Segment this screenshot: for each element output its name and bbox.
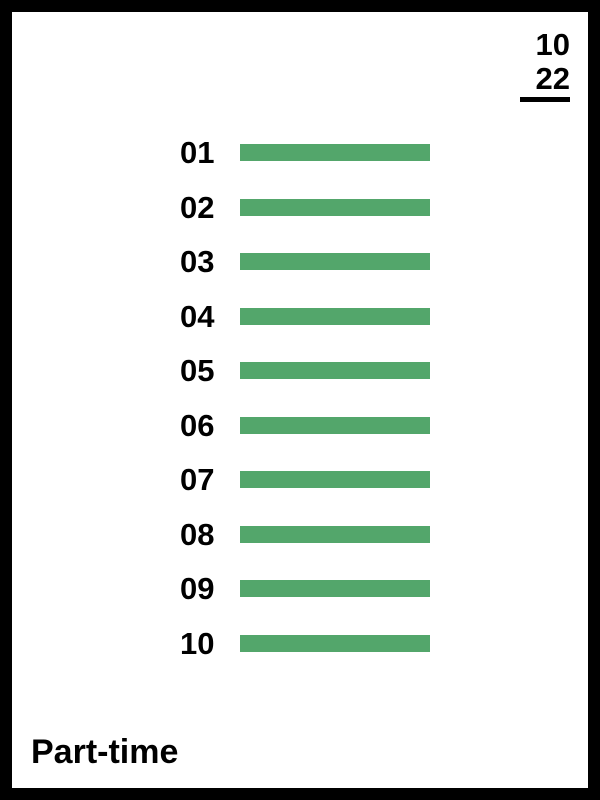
item-bar [240, 525, 430, 543]
item-label: 02 [180, 189, 215, 225]
list-item: 08 [180, 513, 440, 568]
item-bar [240, 471, 430, 488]
list-item: 01 [180, 131, 440, 186]
item-label: 09 [180, 571, 215, 606]
item-label: 01 [180, 135, 215, 170]
item-list: 01 02 03 04 05 06 07 08 [180, 131, 440, 676]
item-bar [240, 634, 430, 652]
item-label: 10 [180, 625, 215, 661]
list-item: 04 [180, 295, 440, 350]
item-bar [240, 416, 430, 434]
list-item: 02 [180, 186, 440, 241]
item-label: 03 [180, 244, 215, 279]
list-item: 09 [180, 567, 440, 622]
item-bar [240, 580, 430, 597]
item-label: 04 [180, 298, 215, 334]
item-bar [240, 144, 430, 161]
item-bar [240, 307, 430, 325]
list-item: 06 [180, 404, 440, 459]
footer-label: Part-time [31, 733, 179, 771]
counter-underline [520, 97, 570, 102]
list-item: 10 [180, 622, 440, 677]
card: 10 22 01 02 03 04 05 06 07 [12, 12, 588, 788]
counter-current: 10 [535, 27, 570, 62]
list-item: 03 [180, 240, 440, 295]
item-label: 05 [180, 353, 215, 388]
page-counter: 10 22 [520, 28, 570, 102]
item-label: 06 [180, 407, 215, 443]
item-bar [240, 253, 430, 270]
list-item: 07 [180, 458, 440, 513]
counter-total: 22 [535, 61, 570, 96]
item-bar [240, 362, 430, 379]
item-label: 08 [180, 516, 215, 552]
item-bar [240, 198, 430, 216]
list-item: 05 [180, 349, 440, 404]
item-label: 07 [180, 462, 215, 497]
